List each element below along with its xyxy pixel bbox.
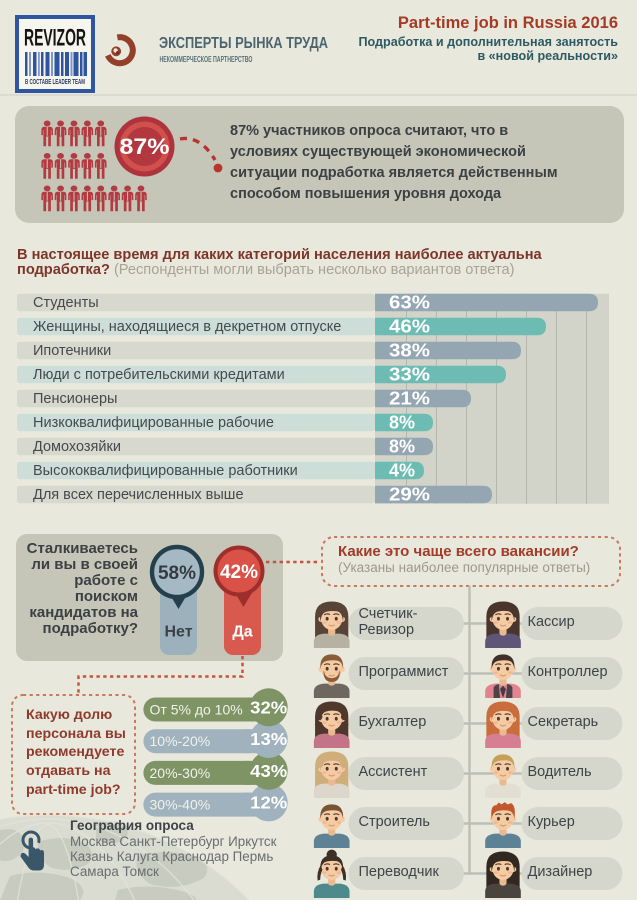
svg-text:87%: 87% bbox=[120, 134, 170, 159]
svg-text:13%: 13% bbox=[250, 729, 287, 749]
svg-text:Для всех перечисленных выше: Для всех перечисленных выше bbox=[33, 487, 244, 503]
svg-text:От 5% до 10%: От 5% до 10% bbox=[150, 702, 243, 718]
svg-text:8%: 8% bbox=[389, 437, 415, 457]
svg-text:REVIZOR: REVIZOR bbox=[24, 25, 86, 52]
svg-text:21%: 21% bbox=[389, 389, 430, 409]
svg-text:8%: 8% bbox=[389, 413, 415, 433]
svg-text:Высококвалифицированные работн: Высококвалифицированные работники bbox=[33, 463, 298, 479]
svg-text:Низкоквалифицированные рабочие: Низкоквалифицированные рабочие bbox=[33, 415, 274, 431]
svg-text:Люди с потребительскими кредит: Люди с потребительскими кредитами bbox=[33, 367, 285, 383]
svg-text:33%: 33% bbox=[389, 365, 430, 385]
svg-text:58%: 58% bbox=[158, 563, 196, 584]
svg-text:32%: 32% bbox=[250, 698, 287, 718]
svg-text:12%: 12% bbox=[250, 793, 287, 813]
svg-text:20%-30%: 20%-30% bbox=[150, 765, 211, 781]
svg-text:Нет: Нет bbox=[164, 624, 192, 641]
svg-text:4%: 4% bbox=[389, 461, 415, 481]
svg-text:29%: 29% bbox=[389, 485, 430, 505]
svg-text:46%: 46% bbox=[389, 317, 430, 337]
svg-text:Домохозяйки: Домохозяйки bbox=[33, 439, 121, 455]
svg-text:38%: 38% bbox=[389, 341, 430, 361]
svg-text:63%: 63% bbox=[389, 293, 430, 313]
svg-text:Пенсионеры: Пенсионеры bbox=[33, 391, 117, 407]
svg-text:Да: Да bbox=[232, 624, 252, 641]
svg-text:10%-20%: 10%-20% bbox=[150, 733, 211, 749]
svg-text:43%: 43% bbox=[250, 761, 287, 781]
svg-text:Студенты: Студенты bbox=[33, 295, 99, 311]
svg-text:30%-40%: 30%-40% bbox=[150, 797, 211, 813]
svg-text:Женщины, находящиеся в декретн: Женщины, находящиеся в декретном отпуске bbox=[33, 319, 341, 335]
svg-text:НЕКОММЕРЧЕСКОЕ ПАРТНЕРСТВО: НЕКОММЕРЧЕСКОЕ ПАРТНЕРСТВО bbox=[160, 55, 253, 64]
svg-text:ЭКСПЕРТЫ РЫНКА ТРУДА: ЭКСПЕРТЫ РЫНКА ТРУДА bbox=[159, 35, 328, 52]
svg-text:Ипотечники: Ипотечники bbox=[33, 343, 111, 359]
svg-text:42%: 42% bbox=[220, 562, 258, 583]
svg-text:В СОСТАВЕ LEADER TEAM: В СОСТАВЕ LEADER TEAM bbox=[25, 77, 85, 86]
